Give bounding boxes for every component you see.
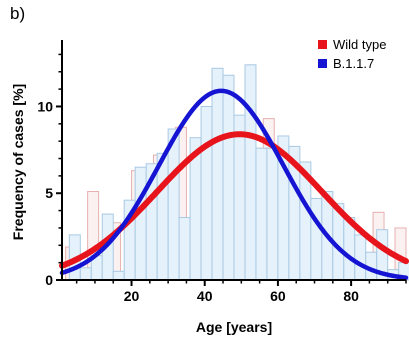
b117-bar <box>266 147 279 281</box>
panel-label: b) <box>10 4 26 23</box>
b117-legend-label: B.1.1.7 <box>333 56 374 71</box>
b117-bar <box>255 147 268 281</box>
b117-bar <box>310 197 323 281</box>
b117-bar <box>244 64 257 281</box>
axes: 0 5 10 20 40 60 80 <box>37 40 407 304</box>
b117-bar <box>233 114 246 281</box>
b117-bar <box>79 267 92 281</box>
x-tick-label: 60 <box>270 288 286 304</box>
wild-type-legend-label: Wild type <box>333 37 386 52</box>
b117-fit-line <box>59 88 409 280</box>
b117-legend-swatch <box>318 59 327 68</box>
y-axis-title: Frequency of cases [%] <box>10 84 26 240</box>
b117-bar <box>134 166 147 281</box>
b117-bar <box>167 128 180 281</box>
b117-bar <box>200 105 213 281</box>
b117-bar <box>354 234 367 281</box>
b117-bar <box>156 152 169 281</box>
y-tick-label: 10 <box>37 98 53 114</box>
y-tick-label: 5 <box>45 185 53 201</box>
x-axis-title: Age [years] <box>196 319 272 335</box>
fit-curves <box>59 88 409 280</box>
b117-bar <box>211 67 224 281</box>
wild-type-legend-swatch <box>318 40 327 49</box>
b117-bar <box>178 217 191 281</box>
legend: Wild type B.1.1.7 <box>318 37 386 71</box>
b117-bar <box>112 270 125 281</box>
x-tick-label: 80 <box>343 288 359 304</box>
x-tick-label: 20 <box>124 288 140 304</box>
x-tick-label: 40 <box>197 288 213 304</box>
b117-bar <box>222 74 235 281</box>
y-tick-label: 0 <box>45 272 53 288</box>
